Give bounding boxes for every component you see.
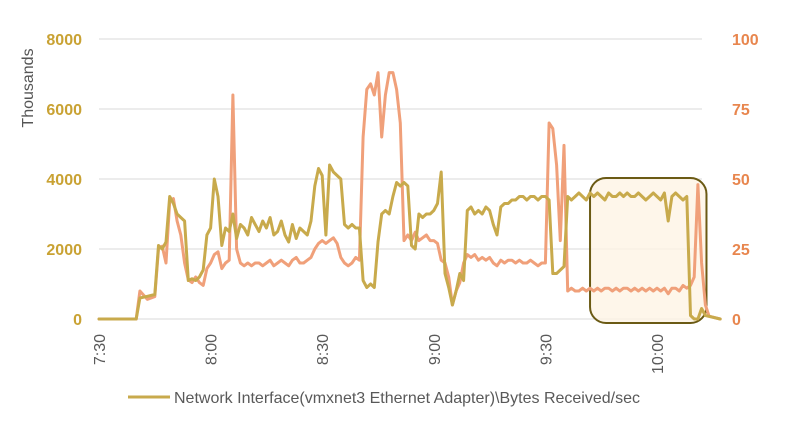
series-layer: [97, 71, 722, 321]
x-tick-label: 9:00: [427, 334, 444, 365]
x-tick-label: 7:30: [92, 334, 109, 365]
y-right-tick-label: 75: [732, 102, 750, 119]
y-axis-label: Thousands: [20, 48, 37, 127]
legend: Network Interface(vmxnet3 Ethernet Adapt…: [128, 390, 640, 407]
y-left-tick-label: 2000: [46, 242, 82, 259]
y-left-tick-label: 6000: [46, 102, 82, 119]
x-tick-label: 8:00: [204, 334, 221, 365]
y-right-tick-label: 100: [732, 32, 759, 49]
y-right-tick-label: 50: [732, 172, 750, 189]
y-right-tick-label: 0: [732, 312, 741, 329]
series-line-0: [97, 163, 722, 321]
axis-layer: 0 2000 4000 6000 8000 0 25 50 75 100 7:30 8:00 8:30 9…: [46, 32, 758, 374]
y-left-tick-label: 4000: [46, 172, 82, 189]
y-left-tick-label: 8000: [46, 32, 82, 49]
y-left-tick-label: 0: [73, 312, 82, 329]
series-line-1: [97, 71, 722, 321]
x-tick-label: 9:30: [538, 334, 555, 365]
y-right-tick-label: 25: [732, 242, 750, 259]
legend-label: Network Interface(vmxnet3 Ethernet Adapt…: [174, 390, 640, 407]
highlight-annotation: [589, 177, 708, 324]
x-tick-label: 8:30: [315, 334, 332, 365]
x-tick-label: 10:00: [650, 334, 667, 374]
